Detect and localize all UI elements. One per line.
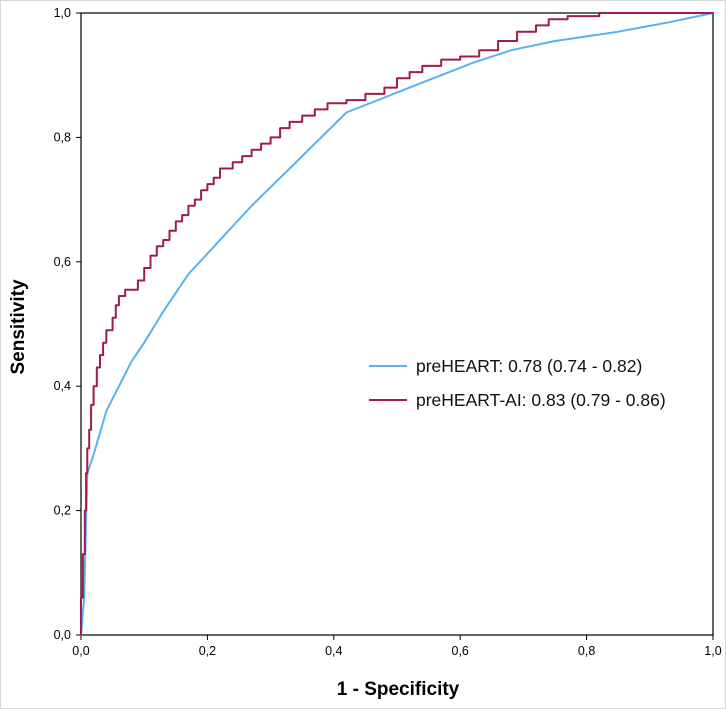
y-tick-label: 1,0 (54, 6, 71, 20)
roc-curve-preheart (80, 12, 714, 636)
legend-item-preheart: preHEART: 0.78 (0.74 - 0.82) (369, 349, 666, 383)
x-tick-label: 0,0 (72, 644, 89, 658)
legend: preHEART: 0.78 (0.74 - 0.82) preHEART-AI… (369, 349, 666, 417)
legend-item-preheart-ai: preHEART-AI: 0.83 (0.79 - 0.86) (369, 383, 666, 417)
x-tick-label: 0,2 (199, 644, 216, 658)
x-axis-title: 1 - Specificity (336, 679, 460, 700)
y-tick-label: 0,4 (54, 379, 71, 393)
preheart-legend-label: preHEART: 0.78 (0.74 - 0.82) (416, 355, 643, 376)
y-axis-title: Sensitivity (8, 279, 29, 375)
plot-frame (80, 12, 714, 636)
x-tick-label: 0,8 (578, 644, 595, 658)
preheart-ai-line-swatch (369, 399, 407, 401)
roc-curve-preheart-ai (80, 12, 714, 636)
y-tick-label: 0,0 (54, 628, 71, 642)
x-tick-label: 0,6 (452, 644, 469, 658)
y-tick-label: 0,2 (54, 504, 71, 518)
y-tick-label: 0,6 (54, 255, 71, 269)
x-tick-label: 1,0 (704, 644, 721, 658)
preheart-ai-legend-label: preHEART-AI: 0.83 (0.79 - 0.86) (416, 389, 666, 410)
preheart-line-swatch (369, 365, 407, 367)
x-tick-label: 0,4 (325, 644, 342, 658)
y-tick-label: 0,8 (54, 130, 71, 144)
